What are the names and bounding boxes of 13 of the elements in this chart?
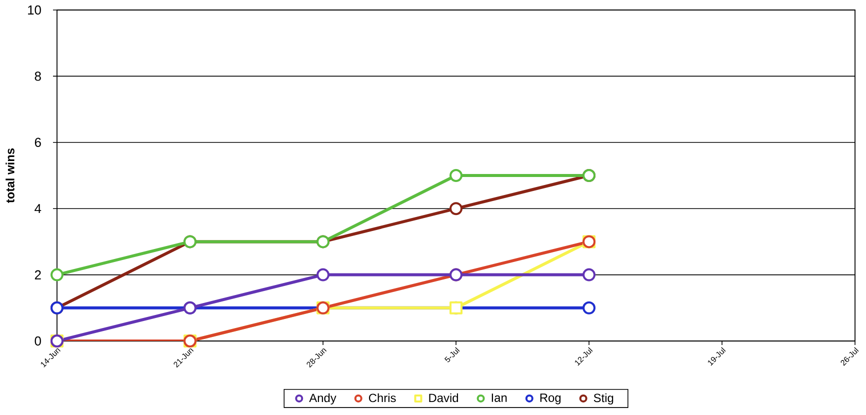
y-axis-title: total wins xyxy=(6,148,14,203)
legend-label: Stig xyxy=(594,393,614,405)
legend-label: David xyxy=(429,393,458,402)
y-tick-label: 6 xyxy=(34,138,41,147)
y-tick-label: 0 xyxy=(34,336,41,346)
legend-label: Andy xyxy=(309,393,336,405)
y-tick-label: 4 xyxy=(34,204,42,214)
legend-label: Rog xyxy=(540,394,561,404)
legend-label: Chris xyxy=(368,393,396,402)
legend-label: Ian xyxy=(492,394,507,402)
y-tick-label: 10 xyxy=(28,5,41,15)
y-tick-label: 2 xyxy=(34,270,41,280)
y-tick-label: 8 xyxy=(34,72,41,81)
